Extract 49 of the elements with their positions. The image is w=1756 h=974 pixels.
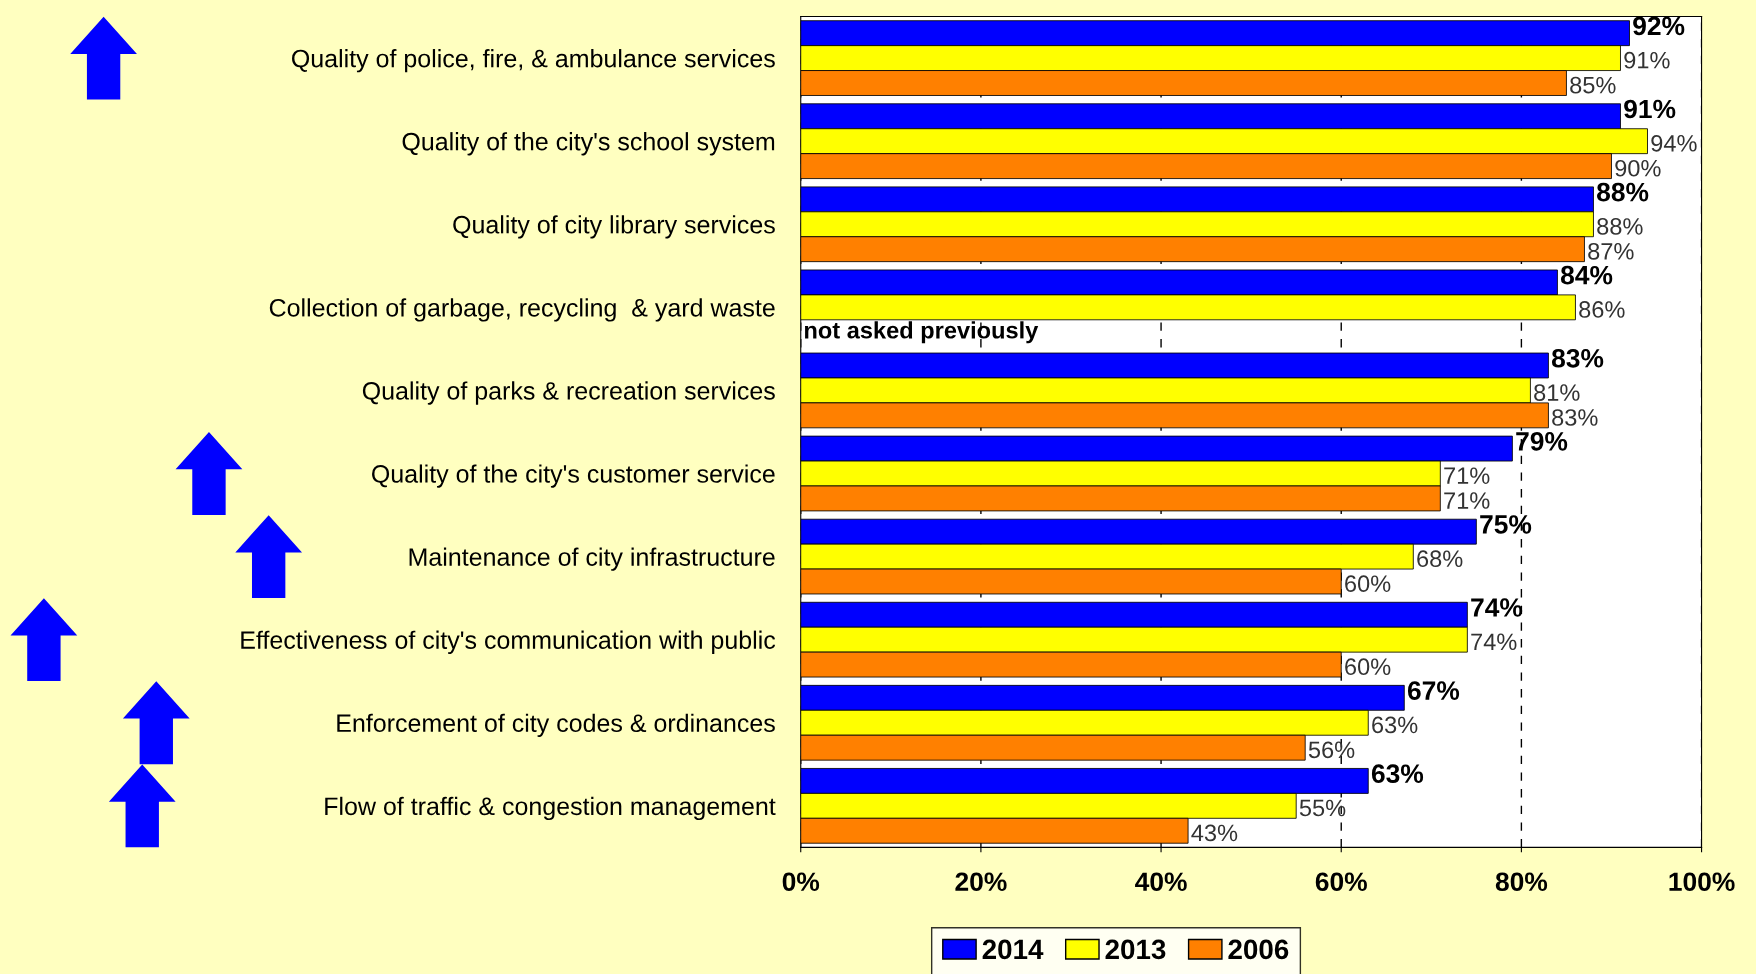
data-label: 43% [1191, 824, 1238, 842]
y-tick-label: Collection of garbage, recycling & yard waste [269, 298, 775, 322]
y-tick-label: Maintenance of city infrastructure [409, 547, 775, 571]
data-label: 90% [1615, 159, 1661, 177]
data-label: 71% [1444, 492, 1490, 509]
x-tick-label: 20% [955, 872, 1007, 892]
data-label: 68% [1417, 550, 1463, 568]
y-tick-label: Quality of police, fire, & ambulance services [292, 49, 775, 73]
data-label: 63% [1372, 716, 1418, 734]
data-label: 86% [1579, 301, 1625, 318]
data-label: 88% [1597, 182, 1649, 202]
data-label: 88% [1597, 218, 1643, 235]
data-label: 92% [1633, 16, 1685, 36]
data-label: 55% [1299, 799, 1346, 817]
y-tick-label: Effectiveness of city's communication with public [241, 630, 776, 654]
data-label: 75% [1480, 515, 1532, 534]
data-label: 91% [1624, 99, 1676, 119]
data-label: 83% [1552, 409, 1598, 426]
data-label: 87% [1588, 242, 1634, 260]
data-label: 74% [1471, 598, 1523, 617]
data-label: 84% [1560, 265, 1613, 285]
data-label: 79% [1516, 432, 1568, 451]
data-label: 60% [1345, 575, 1391, 593]
legend-label: 2006 [1228, 939, 1289, 960]
y-tick-label: Flow of traffic & congestion management [325, 796, 776, 821]
data-label: 60% [1345, 658, 1391, 676]
legend-label: 2014 [982, 939, 1044, 960]
y-tick-label: Quality of the city's customer service [372, 464, 775, 488]
x-tick-label: 60% [1315, 872, 1367, 892]
legend-label: 2013 [1105, 939, 1166, 960]
data-label: 85% [1570, 76, 1616, 94]
data-label: 71% [1444, 467, 1490, 484]
y-tick-label: Quality of parks & recreation services [362, 381, 775, 405]
data-label: 56% [1308, 741, 1355, 759]
data-label: 63% [1371, 764, 1424, 784]
x-tick-label: 80% [1495, 872, 1548, 892]
data-label: 83% [1551, 348, 1604, 368]
y-tick-label: Quality of city library services [453, 215, 775, 239]
data-label: 74% [1471, 633, 1517, 651]
data-label: 81% [1534, 384, 1580, 401]
data-label: 94% [1651, 134, 1697, 152]
x-tick-label: 100% [1669, 872, 1735, 892]
y-tick-label: Quality of the city's school system [402, 132, 775, 156]
data-label: 67% [1407, 681, 1460, 700]
x-tick-label: 40% [1135, 872, 1187, 892]
x-tick-label: 0% [782, 872, 820, 892]
data-label: 91% [1624, 51, 1670, 69]
annotation: not asked previously [805, 321, 1039, 344]
y-tick-label: Enforcement of city codes & ordinances [337, 713, 775, 737]
